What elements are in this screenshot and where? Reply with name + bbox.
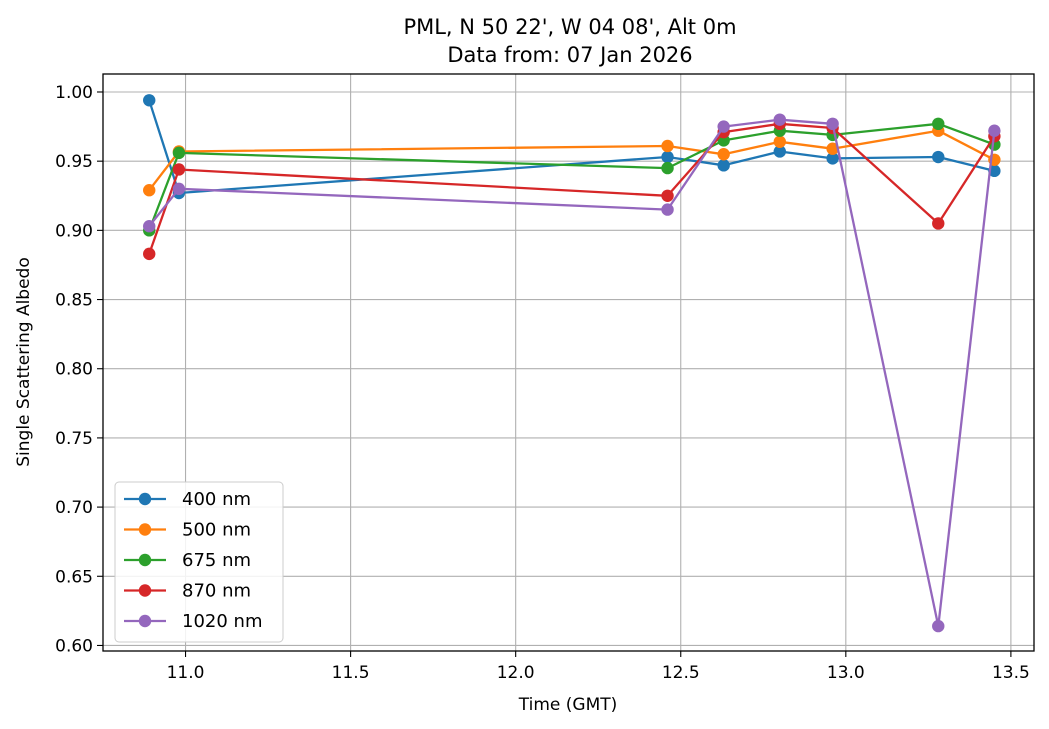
data-point xyxy=(826,142,839,155)
legend-label: 1020 nm xyxy=(182,611,262,632)
y-tick-label: 0.60 xyxy=(55,636,93,656)
legend-label: 400 nm xyxy=(182,489,251,510)
y-tick-label: 1.00 xyxy=(55,83,93,103)
legend-marker xyxy=(138,614,152,628)
series-layer xyxy=(143,94,1001,633)
legend-box xyxy=(114,481,284,643)
x-tick-label: 12.0 xyxy=(497,663,535,683)
y-axis-label: Single Scattering Albedo xyxy=(14,257,34,467)
data-point xyxy=(661,150,674,164)
data-point xyxy=(717,120,730,133)
y-tick-label: 0.95 xyxy=(55,152,93,172)
ticks: 11.0 11.5 12.0 12.5 13.0 13.5 0.60 0.65 0.70 0.75… xyxy=(55,83,1030,683)
legend: 400 nm 500 nm 675 nm 870 nm 1020 nm xyxy=(114,481,284,643)
y-tick-label: 0.65 xyxy=(55,567,93,587)
y-tick-label: 0.90 xyxy=(55,221,93,241)
data-point xyxy=(143,247,156,261)
data-point xyxy=(661,189,674,202)
series-line xyxy=(148,122,995,231)
data-point xyxy=(826,152,839,165)
legend-marker xyxy=(138,584,152,597)
data-point xyxy=(661,161,674,175)
y-tick-label: 0.85 xyxy=(55,291,93,311)
data-point xyxy=(717,159,730,172)
x-tick-label: 11.0 xyxy=(167,663,205,683)
data-point xyxy=(932,117,945,131)
data-point xyxy=(932,217,945,230)
data-point xyxy=(826,117,839,131)
data-point xyxy=(773,135,786,149)
data-point xyxy=(172,182,186,196)
series-1 xyxy=(143,124,1001,197)
data-point xyxy=(143,184,156,197)
plot-frame xyxy=(102,73,1035,652)
data-point xyxy=(773,145,786,158)
data-point xyxy=(143,220,156,233)
series-line xyxy=(148,99,995,195)
y-tick-label: 0.70 xyxy=(55,498,93,518)
data-point xyxy=(143,94,156,107)
series-4 xyxy=(143,113,1001,633)
data-point xyxy=(773,113,786,126)
x-tick-label: 11.5 xyxy=(332,663,370,683)
data-point xyxy=(932,150,945,164)
series-line xyxy=(148,129,995,191)
data-point xyxy=(172,146,186,160)
legend-marker xyxy=(138,553,152,567)
data-point xyxy=(661,203,674,216)
data-point xyxy=(661,139,674,153)
x-tick-label: 12.5 xyxy=(662,663,700,683)
legend-marker xyxy=(138,523,152,536)
data-point xyxy=(717,148,730,161)
chart-title: PML, N 50 22', W 04 08', Alt 0m xyxy=(403,15,736,39)
data-point xyxy=(988,124,1001,137)
series-line xyxy=(148,118,996,628)
y-tick-label: 0.75 xyxy=(55,429,93,449)
legend-marker xyxy=(138,492,152,506)
legend-label: 675 nm xyxy=(182,550,251,571)
series-line xyxy=(148,122,996,255)
chart-subtitle: Data from: 07 Jan 2026 xyxy=(447,43,692,67)
legend-label: 500 nm xyxy=(182,520,251,541)
data-point xyxy=(932,619,945,633)
x-axis-label: Time (GMT) xyxy=(518,695,618,715)
legend-label: 870 nm xyxy=(182,581,251,602)
x-tick-label: 13.5 xyxy=(992,663,1030,683)
data-point xyxy=(172,163,186,176)
x-tick-label: 13.0 xyxy=(827,663,865,683)
y-tick-label: 0.80 xyxy=(55,360,93,380)
series-0 xyxy=(143,94,1001,200)
